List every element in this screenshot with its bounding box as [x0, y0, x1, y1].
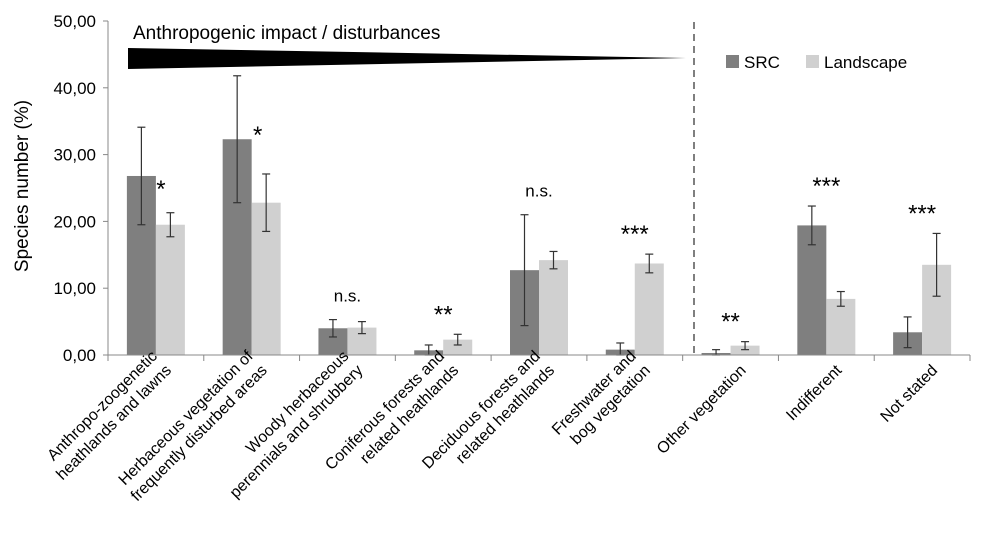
- significance-label: *: [253, 122, 262, 149]
- significance-labels: **n.s.**n.s.***********: [156, 122, 936, 335]
- bar-landscape: [539, 260, 568, 355]
- legend: SRC Landscape: [726, 53, 907, 72]
- bar-landscape: [634, 263, 664, 355]
- significance-label: **: [721, 309, 740, 336]
- x-tick-label: Not stated: [878, 362, 942, 426]
- x-tick-label-line: Anthropo-zoogenetic: [44, 348, 160, 464]
- significance-label: n.s.: [525, 182, 552, 201]
- significance-label: n.s.: [334, 287, 361, 306]
- y-tick-label: 10,00: [53, 279, 96, 298]
- significance-label: ***: [908, 200, 936, 227]
- x-axis: [107, 354, 971, 361]
- y-axis: 0,00 10,00 20,00 30,00 40,00 50,00: [53, 12, 109, 365]
- bar-landscape: [155, 224, 185, 355]
- y-tick-label: 30,00: [53, 146, 96, 165]
- x-tick-label: Indifferent: [783, 362, 846, 425]
- significance-label: *: [156, 176, 165, 203]
- x-tick-label-line: Not stated: [878, 362, 942, 426]
- bar-src: [797, 225, 827, 355]
- y-tick-label: 40,00: [53, 79, 96, 98]
- y-tick-label: 0,00: [63, 346, 96, 365]
- legend-swatch-landscape: [806, 55, 819, 68]
- y-axis-label: Species number (%): [12, 100, 33, 272]
- legend-label-src: SRC: [744, 53, 780, 72]
- bar-landscape: [826, 298, 856, 355]
- impact-gradient-wedge: [128, 48, 686, 69]
- bar-landscape: [443, 339, 473, 355]
- x-tick-label-line: Other vegetation: [654, 362, 750, 458]
- legend-swatch-src: [726, 55, 739, 68]
- bar-landscape: [730, 345, 760, 355]
- significance-label: ***: [621, 221, 649, 248]
- x-tick-label-line: Indifferent: [783, 362, 846, 425]
- impact-annotation: Anthropogenic impact / disturbances: [133, 23, 440, 44]
- y-tick-label: 20,00: [53, 212, 96, 231]
- significance-label: ***: [812, 173, 840, 200]
- significance-label: **: [434, 301, 453, 328]
- legend-label-landscape: Landscape: [824, 53, 907, 72]
- x-tick-label: Other vegetation: [654, 362, 750, 458]
- y-tick-label: 50,00: [53, 12, 96, 31]
- bars: [126, 139, 952, 355]
